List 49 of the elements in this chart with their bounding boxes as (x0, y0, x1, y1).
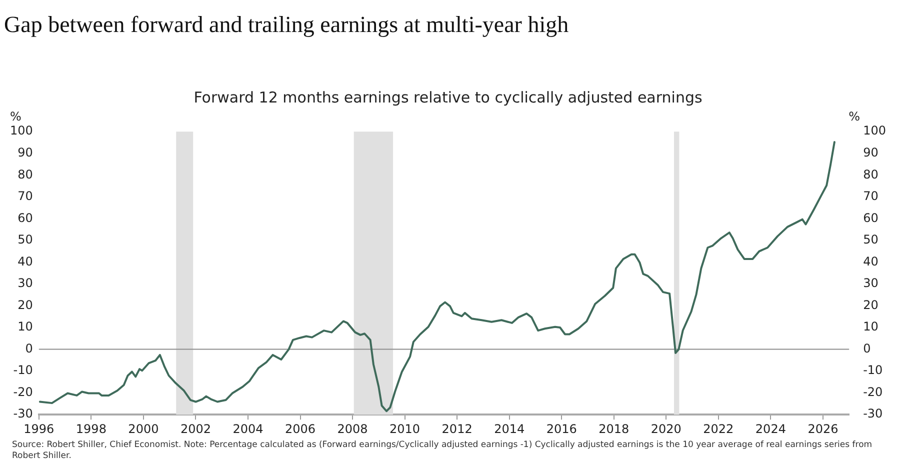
y-tick-label: 10 (18, 320, 33, 334)
y-tick-label: 90 (18, 145, 33, 160)
y-tick-label: -30 (13, 406, 33, 421)
y2-tick-label: 60 (863, 210, 878, 225)
x-tick-label: 2022 (703, 422, 734, 436)
y-tick-label: 100 (10, 124, 33, 138)
y-tick-label: 40 (18, 254, 33, 268)
y-axis-title: % (10, 110, 22, 124)
x-tick-label: 2008 (337, 422, 368, 436)
x-tick-label: 2002 (180, 422, 211, 436)
y-tick-label: -20 (13, 384, 33, 399)
y-tick-label: 50 (18, 232, 33, 247)
y2-axis-title: % (848, 110, 860, 124)
y2-tick-label: 30 (863, 276, 878, 290)
y2-tick-label: 50 (863, 232, 878, 247)
x-tick-label: 2026 (808, 422, 838, 436)
y2-tick-label: -20 (863, 384, 883, 399)
y2-tick-label: 100 (863, 124, 886, 138)
x-tick-label: 2014 (494, 422, 525, 436)
y2-tick-label: 20 (863, 298, 878, 312)
y2-tick-label: 80 (863, 167, 878, 182)
x-tick-label: 2020 (650, 422, 682, 436)
y2-tick-label: 90 (863, 145, 878, 160)
y-tick-label: 70 (18, 189, 33, 204)
y2-tick-label: -30 (863, 406, 883, 421)
y-tick-label: 0 (25, 341, 33, 356)
x-tick-label: 2006 (284, 422, 316, 436)
x-tick-label: 2018 (598, 422, 630, 436)
chart-title: Gap between forward and trailing earnings at multi-year high (4, 12, 570, 37)
y2-tick-label: 40 (863, 254, 878, 268)
y2-tick-label: 0 (863, 341, 871, 356)
x-tick-label: 1996 (24, 422, 54, 436)
x-tick-label: 2016 (546, 422, 577, 436)
x-tick-label: 2004 (232, 422, 264, 436)
chart-subtitle: Forward 12 months earnings relative to cyclically adjusted earnings (194, 88, 702, 106)
y-tick-label: 60 (18, 210, 33, 225)
y2-tick-label: 70 (863, 189, 878, 204)
x-tick-label: 1998 (76, 422, 106, 436)
x-tick-label: 2010 (390, 422, 420, 436)
x-tick-label: 2012 (442, 422, 472, 436)
y-tick-label: 20 (18, 298, 33, 312)
x-tick-label: 2000 (128, 422, 159, 436)
y-tick-label: 80 (18, 167, 33, 182)
x-tick-label: 2024 (755, 422, 786, 436)
y2-tick-label: 10 (863, 320, 878, 334)
source-note: Source: Robert Shiller, Chief Economist. Note: Percentage calculated as (Forward earnings/Cyclically adjusted earnings -1) Cyclically adjusted earnings is the 10 year average of real earnings series from Robert Shiller. (12, 440, 874, 462)
y-tick-label: 30 (18, 276, 33, 290)
y-tick-label: -10 (13, 363, 33, 378)
y2-tick-label: -10 (863, 363, 883, 378)
